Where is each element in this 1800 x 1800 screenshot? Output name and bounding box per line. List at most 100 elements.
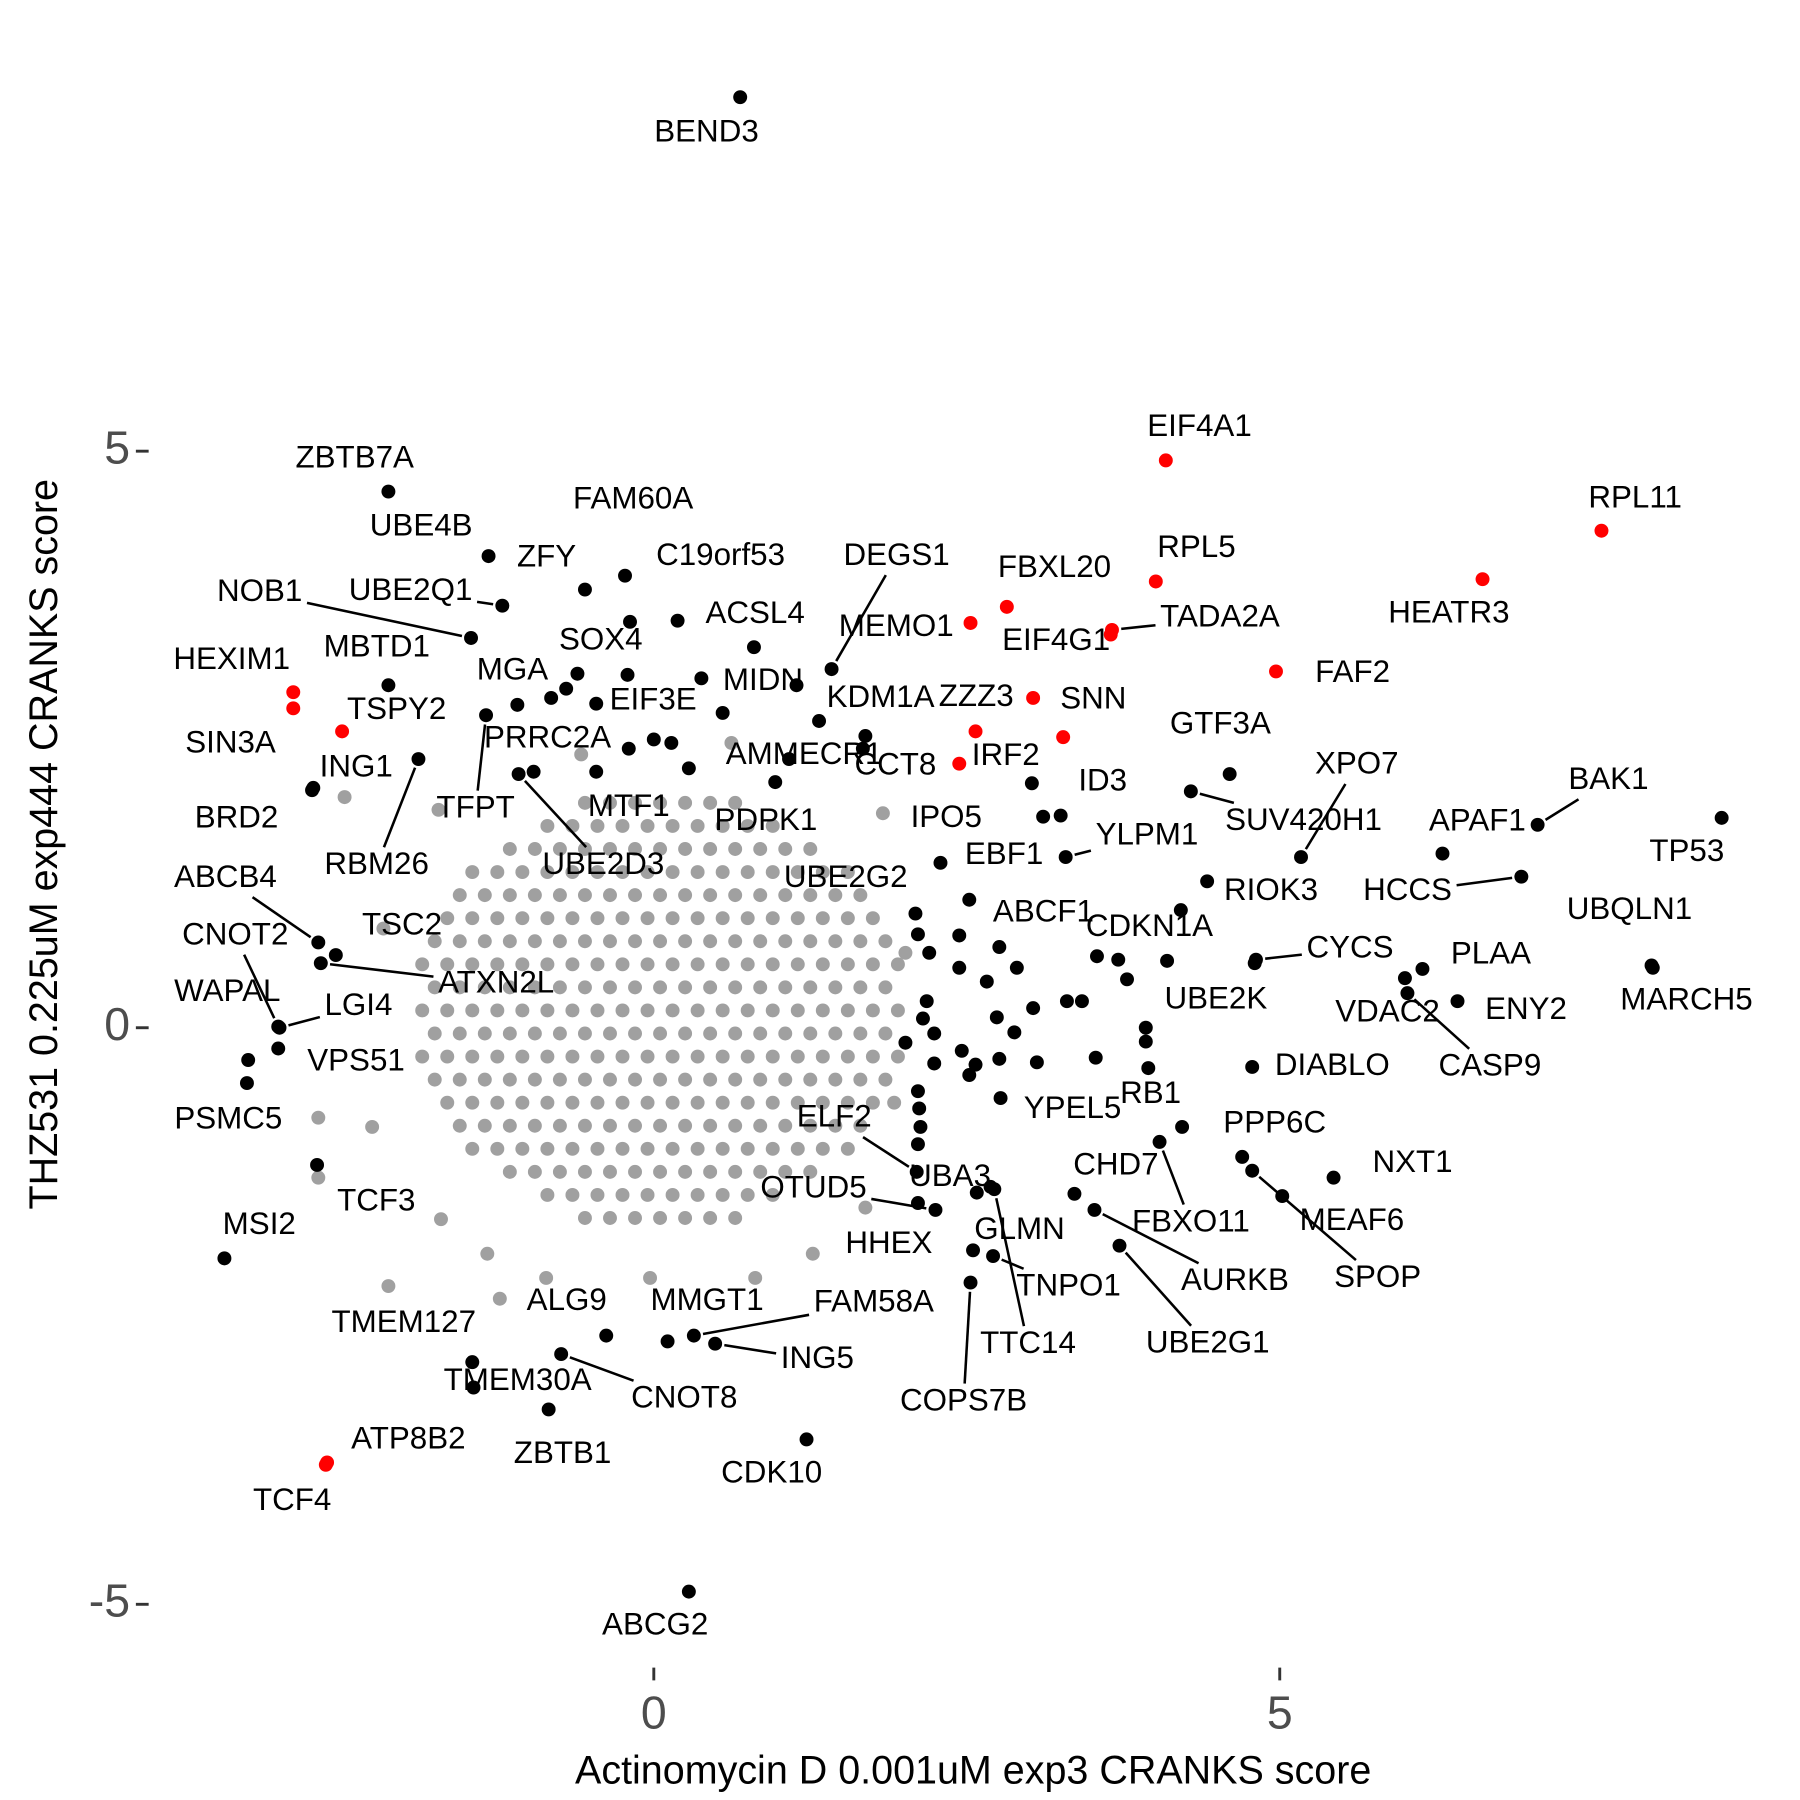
point	[1200, 874, 1215, 889]
point	[678, 1026, 693, 1041]
point-label: MIDN	[723, 662, 803, 697]
point	[540, 1049, 555, 1064]
point	[515, 1003, 530, 1018]
leader-line	[288, 1015, 321, 1027]
point	[452, 888, 467, 903]
point	[540, 818, 555, 833]
point	[753, 1026, 768, 1041]
point	[678, 795, 693, 810]
point-label: FBXO11	[1132, 1203, 1250, 1238]
point	[728, 888, 743, 903]
point	[590, 1095, 605, 1110]
leader-line	[1102, 1213, 1200, 1265]
point	[527, 1026, 542, 1041]
point	[653, 842, 668, 856]
point	[310, 1157, 325, 1172]
point-label: UBQLN1	[1567, 891, 1692, 926]
point	[577, 842, 592, 856]
point	[628, 888, 642, 903]
point	[952, 960, 967, 975]
point	[452, 1118, 467, 1133]
leader-line	[382, 767, 417, 848]
point-label: ZZZ3	[939, 678, 1014, 713]
point	[728, 842, 743, 856]
point	[828, 980, 843, 995]
point	[577, 795, 592, 810]
point	[640, 1049, 655, 1064]
point-label: PPP6C	[1223, 1105, 1326, 1140]
point	[664, 735, 679, 750]
point-label: FBXL20	[998, 549, 1111, 584]
point	[492, 1291, 507, 1306]
point	[603, 1072, 617, 1087]
point	[812, 714, 827, 728]
point-label: MMGT1	[650, 1282, 763, 1317]
point-label: EIF3E	[610, 682, 697, 717]
point	[887, 1095, 902, 1110]
point	[305, 783, 320, 798]
point-label: HHEX	[845, 1225, 932, 1260]
point	[1141, 1061, 1156, 1076]
point	[728, 1072, 743, 1087]
point-label: OTUD5	[760, 1169, 866, 1204]
point	[690, 818, 705, 833]
point	[778, 1118, 793, 1133]
point-label: RB1	[1120, 1075, 1181, 1110]
point	[690, 1049, 705, 1064]
point	[954, 1043, 969, 1058]
point	[690, 865, 705, 880]
point	[927, 1056, 942, 1071]
point	[465, 911, 480, 926]
point-label: LGI4	[324, 987, 392, 1022]
point-label: UBE2G1	[1146, 1325, 1270, 1360]
point	[753, 842, 768, 856]
point-label: PLAA	[1451, 935, 1531, 970]
point-label: VDAC2	[1335, 993, 1440, 1028]
point	[565, 1141, 580, 1156]
point	[665, 1141, 680, 1156]
point	[963, 1275, 978, 1290]
point-label: C19orf53	[656, 537, 785, 572]
point	[740, 957, 755, 972]
point	[515, 865, 530, 880]
point	[490, 911, 505, 926]
point	[803, 1164, 818, 1179]
point	[703, 795, 718, 810]
x-axis-title: Actinomycin D 0.001uM exp3 CRANKS score	[575, 1749, 1371, 1793]
point	[640, 1187, 655, 1202]
point	[1435, 846, 1450, 861]
point	[968, 1057, 983, 1072]
point-label: UBA3	[909, 1158, 991, 1193]
leader-line	[251, 896, 312, 939]
point	[789, 678, 804, 693]
point	[653, 795, 668, 810]
point-label: MTF1	[588, 788, 670, 823]
point	[615, 865, 630, 880]
point	[415, 957, 430, 972]
point	[1148, 574, 1163, 589]
point	[728, 934, 743, 949]
point	[570, 666, 585, 681]
point	[623, 614, 637, 629]
point	[678, 888, 693, 903]
point	[628, 1211, 642, 1225]
point	[690, 957, 705, 972]
point	[753, 1118, 768, 1133]
leader-line	[1544, 798, 1580, 821]
point	[686, 1328, 701, 1343]
point	[1475, 572, 1490, 587]
point	[1175, 1119, 1190, 1134]
point-label: NXT1	[1372, 1144, 1452, 1179]
point	[665, 1003, 680, 1018]
point	[527, 934, 542, 949]
point	[933, 855, 948, 870]
point	[665, 865, 680, 880]
point-label: EIF4G1	[1002, 622, 1110, 657]
point-label: AMMECR1	[726, 736, 883, 771]
point-label: SOX4	[559, 621, 643, 656]
point	[640, 1095, 655, 1110]
point	[452, 1072, 467, 1087]
point	[515, 1141, 530, 1156]
point	[311, 1170, 326, 1185]
